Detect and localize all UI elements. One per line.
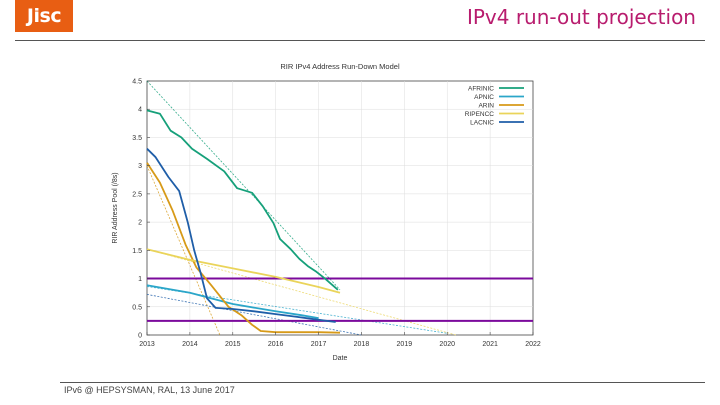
arin-series-line [146, 162, 341, 334]
threshold-lines [147, 277, 533, 322]
x-tick-label: 2022 [525, 341, 541, 348]
y-tick-label: 3.5 [132, 135, 142, 142]
y-tick-label: 0 [138, 333, 142, 340]
afrinic-projection-line [146, 80, 341, 291]
y-tick-label: 0.5 [132, 304, 142, 311]
x-tick-label: 2014 [182, 341, 198, 348]
footer-text: IPv6 @ HEPSYSMAN, RAL, 13 June 2017 [64, 385, 235, 395]
x-tick-label: 2017 [311, 341, 327, 348]
x-tick-label: 2021 [482, 341, 498, 348]
apnic-series-line [146, 284, 319, 319]
y-tick-label: 4.5 [132, 79, 142, 86]
header-divider [15, 40, 705, 41]
y-tick-label: 2 [138, 220, 142, 227]
y-tick-label: 4 [138, 107, 142, 114]
y-tick-label: 1 [138, 276, 142, 283]
y-tick-label: 1.5 [132, 248, 142, 255]
x-tick-label: 2019 [397, 341, 413, 348]
x-tick-label: 2020 [439, 341, 455, 348]
axis-ticks: 2013 2014 2015 2016 2017 2018 2019 2020 2021 2022… [132, 79, 541, 349]
y-axis-label: RIR Address Pool (/8s) [112, 172, 119, 243]
y-tick-label: 2.5 [132, 191, 142, 198]
afrinic-series-line [146, 109, 339, 291]
lacnic-series-line [146, 148, 336, 323]
lacnic-projection-line [146, 294, 362, 336]
x-tick-label: 2015 [225, 341, 241, 348]
x-tick-label: 2016 [268, 341, 284, 348]
slide-title: IPv4 run-out projection [466, 5, 696, 29]
ripencc-series-line [146, 248, 341, 294]
footer-divider [60, 382, 705, 383]
legend-label: APNIC [474, 94, 494, 101]
legend-label: AFRINIC [468, 86, 494, 93]
arin-projection-line [146, 165, 221, 336]
legend-label: LACNIC [470, 120, 494, 127]
series-lines [146, 109, 341, 334]
y-tick-label: 3 [138, 163, 142, 170]
x-axis-label: Date [333, 355, 348, 362]
legend-label: ARIN [478, 103, 494, 110]
x-tick-label: 2013 [139, 341, 155, 348]
legend-label: RIPENCC [465, 111, 495, 118]
jisc-logo: Jisc [15, 0, 73, 32]
x-tick-label: 2018 [354, 341, 370, 348]
chart-title: RIR IPv4 Address Run-Down Model [280, 62, 400, 71]
